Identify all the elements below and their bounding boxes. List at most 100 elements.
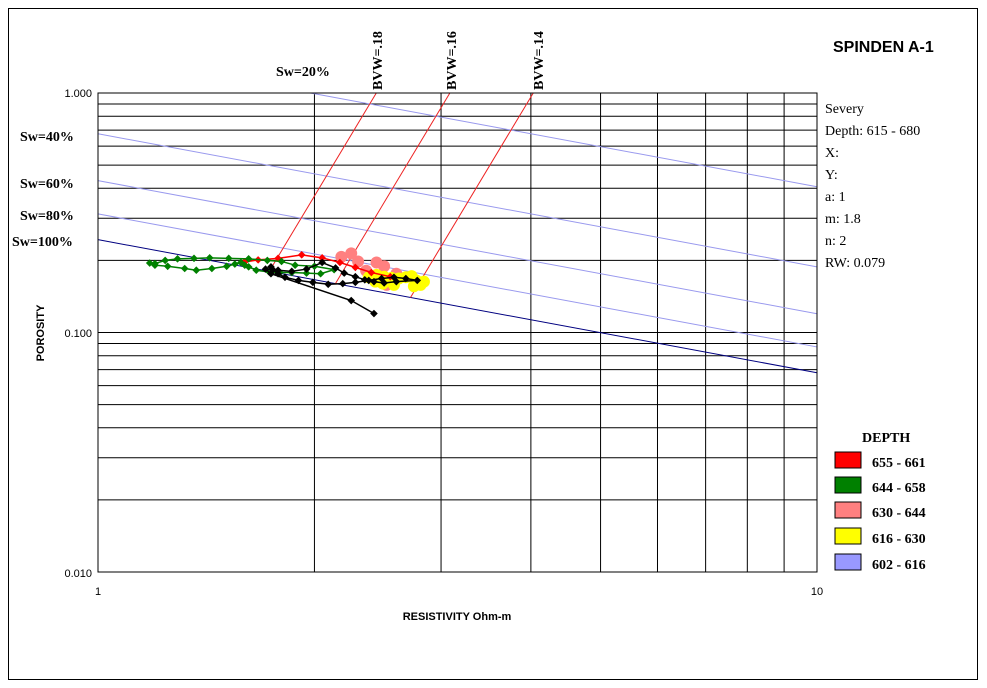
chart-title: SPINDEN A-1 xyxy=(833,39,934,56)
y-tick-label-0.1: 0.100 xyxy=(64,328,92,340)
data-point xyxy=(237,258,245,267)
data-point xyxy=(380,279,388,287)
data-point xyxy=(302,265,311,273)
data-point xyxy=(294,276,303,285)
data-point xyxy=(224,254,233,263)
info-line-6: n: 2 xyxy=(825,234,846,249)
data-point xyxy=(252,266,261,275)
data-point xyxy=(324,280,332,289)
data-point xyxy=(345,247,358,260)
data-point xyxy=(417,275,430,288)
data-point xyxy=(351,278,360,287)
data-point xyxy=(244,263,253,271)
data-points xyxy=(145,247,430,318)
data-point xyxy=(360,275,369,284)
sw-line xyxy=(97,180,818,315)
legend-swatch xyxy=(834,451,862,469)
data-point xyxy=(281,273,289,282)
bvw-line xyxy=(268,92,377,272)
info-panel: Severy Depth: 615 - 680 X: Y: a: 1 m: 1.… xyxy=(825,102,920,271)
bvw-label-14: BVW=.14 xyxy=(532,31,547,90)
data-point xyxy=(318,258,326,267)
data-point xyxy=(390,273,398,282)
data-point xyxy=(370,309,378,318)
data-point xyxy=(318,254,326,262)
data-point xyxy=(377,274,386,283)
info-line-4: a: 1 xyxy=(825,190,846,205)
sw-line xyxy=(310,92,818,188)
data-point xyxy=(316,269,325,278)
data-point xyxy=(173,255,182,263)
info-line-7: RW: 0.079 xyxy=(825,256,885,271)
legend-label-2: 630 - 644 xyxy=(872,506,926,521)
data-point xyxy=(291,261,299,269)
data-point xyxy=(274,266,282,275)
data-point xyxy=(335,250,348,263)
data-point xyxy=(208,264,216,273)
data-point xyxy=(145,259,154,267)
y-tick-label-1: 1.000 xyxy=(64,88,92,100)
sw-line xyxy=(97,239,818,374)
data-point xyxy=(205,254,214,262)
data-point xyxy=(231,260,239,268)
info-line-2: X: xyxy=(825,146,839,161)
data-point xyxy=(386,272,395,281)
data-point xyxy=(267,269,275,278)
x-tick-label-10: 10 xyxy=(811,586,823,598)
data-point xyxy=(402,274,410,283)
info-line-1: Depth: 615 - 680 xyxy=(825,124,920,139)
data-point xyxy=(347,296,356,305)
model-lines xyxy=(97,92,818,374)
legend-label-3: 616 - 630 xyxy=(872,532,926,547)
data-point xyxy=(274,254,282,263)
data-point xyxy=(261,265,270,273)
sw-label-40: Sw=40% xyxy=(20,130,74,145)
data-point xyxy=(151,261,159,269)
legend-swatch xyxy=(834,476,862,494)
bvw-label-18: BVW=.18 xyxy=(371,31,386,90)
sw-line xyxy=(97,133,818,268)
data-point xyxy=(263,256,272,265)
legend-swatch xyxy=(834,553,862,571)
legend-label-0: 655 - 661 xyxy=(872,456,926,471)
data-point xyxy=(336,258,344,267)
data-point xyxy=(302,269,311,277)
legend-label-4: 602 - 616 xyxy=(872,558,926,573)
legend-swatch xyxy=(834,501,862,519)
grid xyxy=(98,93,817,572)
x-axis-label: RESISTIVITY Ohm-m xyxy=(403,611,512,623)
y-axis-label: POROSITY xyxy=(35,304,47,362)
data-point xyxy=(297,251,306,259)
chart-frame xyxy=(8,8,978,680)
legend-swatch xyxy=(834,527,862,545)
data-point xyxy=(392,277,401,286)
plot-area-border xyxy=(97,92,818,573)
bvw-line xyxy=(410,92,534,298)
x-tick-label-1: 1 xyxy=(95,586,101,598)
data-point xyxy=(180,264,189,273)
data-point xyxy=(222,262,231,271)
data-point xyxy=(277,257,286,266)
data-point xyxy=(351,272,360,281)
sw-label-20: Sw=20% xyxy=(276,65,330,80)
legend-label-1: 644 - 658 xyxy=(872,481,926,496)
data-point xyxy=(267,263,275,271)
info-line-5: m: 1.8 xyxy=(825,212,861,227)
y-tick-label-0.01: 0.010 xyxy=(64,568,92,580)
sw-label-60: Sw=60% xyxy=(20,177,74,192)
data-point xyxy=(309,278,317,287)
data-point xyxy=(190,254,198,263)
legend-title: DEPTH xyxy=(862,431,910,446)
sw-label-100: Sw=100% xyxy=(12,235,73,250)
info-line-0: Severy xyxy=(825,102,864,117)
sw-label-80: Sw=80% xyxy=(20,209,74,224)
info-line-3: Y: xyxy=(825,168,838,183)
data-point xyxy=(367,268,376,277)
data-point xyxy=(338,279,347,288)
data-point xyxy=(244,255,253,263)
data-point xyxy=(287,267,296,276)
data-point xyxy=(163,262,172,271)
sw-line xyxy=(97,213,818,348)
data-point xyxy=(340,269,349,277)
